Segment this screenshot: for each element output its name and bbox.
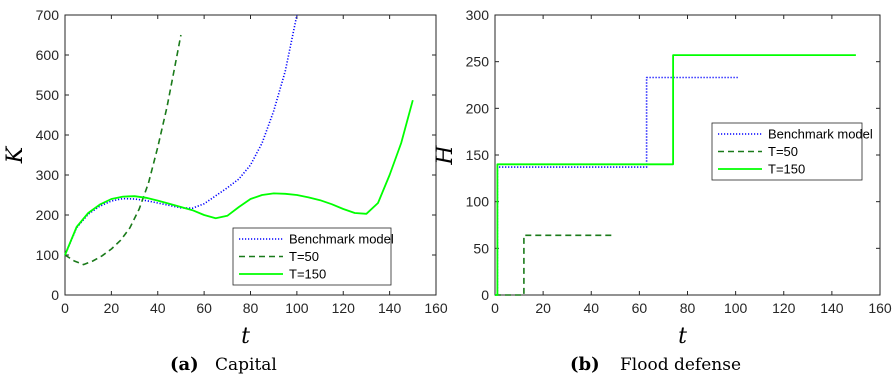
- x-tick-label: 0: [61, 300, 69, 316]
- x-tick-label: 40: [583, 300, 599, 316]
- x-tick-label: 100: [724, 300, 748, 316]
- series-line-t-150: [495, 54, 856, 296]
- y-tick-label: 0: [481, 287, 489, 303]
- chart-panel-0: 0 20 40 60 80 100 120 140 160 0 100 200 300 400 500 600…: [3, 7, 448, 375]
- x-tick-label: 120: [772, 300, 796, 316]
- x-tick-label: 80: [243, 300, 259, 316]
- legend: Benchmark model T=50 T=150: [232, 227, 394, 286]
- x-axis-label: t: [678, 324, 687, 349]
- legend-label: Benchmark model: [768, 127, 873, 142]
- y-tick-label: 200: [36, 207, 60, 223]
- y-tick-label: 50: [473, 240, 489, 256]
- x-tick-label: 20: [535, 300, 551, 316]
- y-tick-label: 300: [466, 7, 490, 23]
- x-tick-label: 60: [632, 300, 648, 316]
- x-tick-label: 100: [285, 300, 309, 316]
- y-tick-label: 600: [36, 47, 60, 63]
- series-line-t-150: [64, 99, 414, 256]
- y-tick-label: 250: [466, 54, 490, 70]
- y-tick-label: 500: [36, 87, 60, 103]
- x-tick-label: 0: [491, 300, 499, 316]
- y-tick-label: 150: [466, 147, 490, 163]
- y-tick-label: 100: [36, 247, 60, 263]
- x-axis-label: t: [241, 324, 250, 349]
- x-tick-label: 140: [820, 300, 844, 316]
- caption-text: Flood defense: [620, 355, 741, 375]
- y-axis-label: H: [433, 145, 458, 166]
- legend-box: [711, 122, 863, 181]
- legend-label: T=50: [768, 144, 798, 159]
- y-tick-label: 400: [36, 127, 60, 143]
- series-line-t-50: [495, 234, 616, 296]
- x-tick-label: 40: [150, 300, 166, 316]
- legend-label: T=150: [768, 162, 805, 177]
- y-tick-label: 700: [36, 7, 60, 23]
- series-line-benchmark-model: [495, 76, 738, 296]
- x-tick-label: 60: [196, 300, 212, 316]
- x-tick-label: 160: [424, 300, 448, 316]
- x-tick-label: 80: [680, 300, 696, 316]
- x-tick-label: 120: [332, 300, 356, 316]
- series-line-benchmark-model: [64, 14, 298, 256]
- legend-label: Benchmark model: [289, 232, 394, 247]
- caption-text: Capital: [215, 355, 277, 375]
- x-tick-label: 20: [104, 300, 120, 316]
- y-tick-label: 200: [466, 100, 490, 116]
- legend: Benchmark model T=50 T=150: [711, 122, 873, 181]
- y-axis-label: K: [3, 145, 28, 164]
- legend-label: T=50: [289, 249, 319, 264]
- x-tick-label: 160: [868, 300, 892, 316]
- y-tick-label: 0: [51, 287, 59, 303]
- legend-label: T=150: [289, 267, 326, 282]
- y-tick-label: 300: [36, 167, 60, 183]
- chart-panel-1: 0 20 40 60 80 100 120 140 160 0 50 100 150 200 250 300 t…: [433, 7, 892, 375]
- y-tick-label: 100: [466, 194, 490, 210]
- x-tick-label: 140: [378, 300, 402, 316]
- series-line-t-50: [64, 34, 182, 266]
- caption-letter: (b): [570, 354, 600, 375]
- caption-letter: (a): [170, 354, 199, 375]
